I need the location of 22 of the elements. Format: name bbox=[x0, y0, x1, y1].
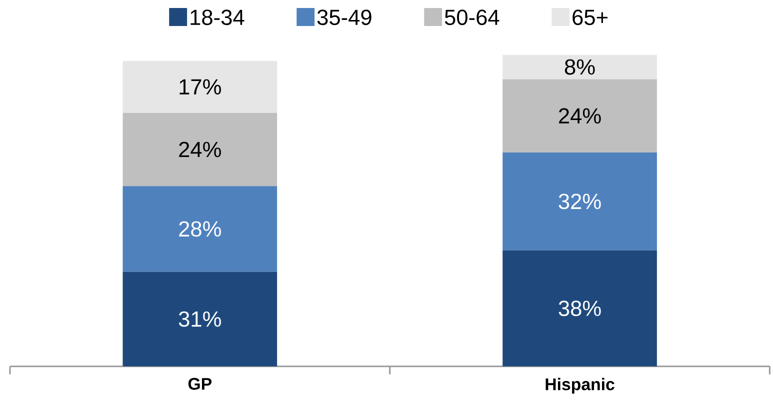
data-label: 17% bbox=[180, 79, 221, 94]
data-label: 24% bbox=[559, 108, 601, 124]
legend-label: 50-64 bbox=[444, 10, 500, 25]
legend-label: 18-34 bbox=[190, 10, 244, 25]
bar bbox=[122, 186, 278, 272]
x-tick-label: Hispanic bbox=[546, 378, 614, 394]
bar bbox=[502, 152, 657, 250]
legend-label: 35-49 bbox=[317, 10, 372, 25]
bar bbox=[122, 272, 278, 366]
bar bbox=[122, 60, 278, 113]
data-label: 24% bbox=[179, 142, 221, 158]
data-label: 32% bbox=[558, 194, 601, 210]
bar bbox=[502, 79, 657, 152]
bar bbox=[502, 54, 657, 80]
data-label: 8% bbox=[564, 59, 595, 75]
x-tick-label: GP bbox=[188, 378, 212, 390]
data-label: 31% bbox=[178, 311, 221, 327]
bar bbox=[502, 250, 657, 366]
data-label: 28% bbox=[179, 221, 221, 237]
legend-label: 65+ bbox=[572, 10, 608, 25]
data-label: 38% bbox=[558, 300, 601, 316]
bar bbox=[122, 112, 278, 186]
